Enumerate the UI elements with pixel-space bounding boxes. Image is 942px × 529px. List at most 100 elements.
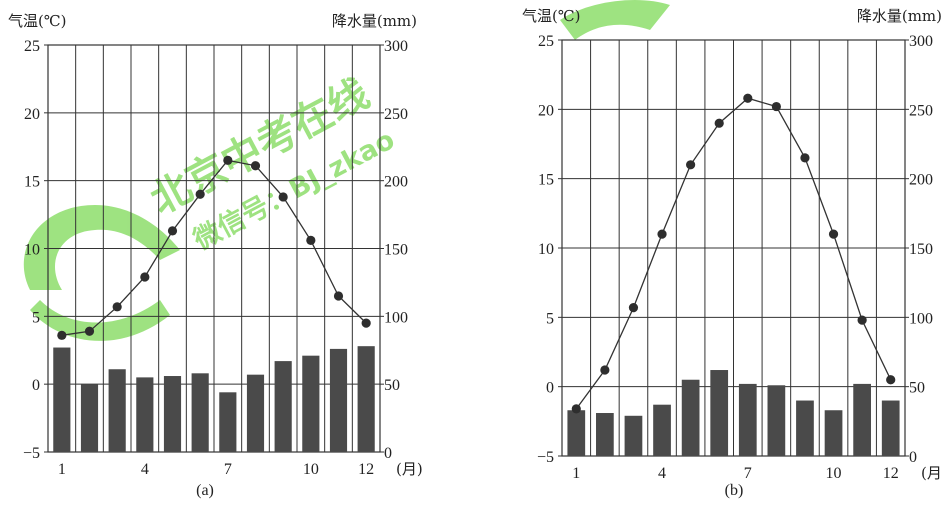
precip-bar [246, 374, 265, 452]
watermark-logo-tail [30, 300, 170, 341]
precip-bar [596, 413, 614, 456]
temperature-point [57, 330, 67, 340]
x-tick-label: 7 [224, 461, 232, 478]
temperature-point [112, 302, 122, 312]
precip-bar [53, 347, 71, 452]
precip-bar [881, 400, 900, 456]
precip-bar [653, 404, 671, 456]
precip-bar [796, 400, 814, 456]
watermark-logo-b [560, 0, 670, 40]
temperature-point [84, 326, 95, 336]
y-right-axis-title: 降水量(mm) [332, 12, 417, 30]
y-left-tick-label: 25 [538, 33, 554, 50]
temperature-point [686, 160, 696, 170]
temperature-point [800, 153, 810, 163]
precip-bar [824, 410, 843, 456]
x-tick-label: 10 [303, 461, 319, 478]
x-tick-label: 12 [883, 465, 899, 482]
precip-bar [767, 385, 786, 456]
watermark-logo [23, 205, 181, 290]
y-left-axis-title: 气温(℃) [8, 12, 66, 30]
y-left-axis-title: 气温(℃) [522, 7, 580, 25]
temperature-point [361, 318, 371, 328]
y-right-axis-title: 降水量(mm) [857, 7, 942, 25]
y-left-tick-label: −5 [537, 449, 554, 466]
precip-bar [219, 392, 237, 452]
temperature-line [575, 97, 892, 410]
y-right-tick-label: 200 [384, 174, 408, 191]
x-tick-label: 12 [358, 461, 374, 478]
x-unit-label: (月) [921, 464, 942, 482]
precip-bar [853, 383, 871, 456]
chart-caption: (a) [196, 482, 214, 499]
y-right-tick-label: 0 [384, 445, 392, 462]
y-left-tick-label: 20 [538, 102, 554, 119]
y-left-tick-label: 10 [538, 241, 554, 258]
y-right-tick-label: 250 [384, 106, 408, 123]
temperature-point [333, 291, 344, 301]
precip-bar [357, 346, 375, 452]
temperature-point [195, 189, 205, 199]
y-right-tick-label: 50 [384, 377, 400, 394]
precip-bar [624, 415, 643, 456]
temperature-point [828, 229, 839, 239]
watermark: 北京中考在线 微信号：BJ_zkao [23, 0, 670, 341]
x-tick-label: 4 [658, 465, 666, 482]
precip-bar [136, 377, 154, 452]
y-right-tick-label: 0 [909, 449, 917, 466]
temperature-point [167, 226, 178, 236]
y-left-tick-label: 20 [24, 106, 40, 123]
temperature-point [571, 404, 581, 414]
precip-bar [567, 410, 586, 456]
chart-caption: (b) [725, 482, 744, 499]
y-left-tick-label: 0 [32, 377, 40, 394]
y-left-tick-label: 15 [538, 172, 554, 189]
y-left-tick-label: 10 [24, 242, 40, 259]
y-left-tick-label: 0 [546, 380, 554, 397]
temperature-point [743, 93, 753, 103]
temperature-point [886, 375, 896, 385]
temperature-point [223, 155, 233, 165]
y-right-tick-label: 50 [909, 380, 925, 397]
temperature-point [857, 315, 867, 325]
precip-bar [108, 369, 126, 452]
precip-bar [191, 373, 209, 452]
precip-bar [710, 370, 729, 456]
y-left-tick-label: 5 [546, 310, 554, 327]
x-tick-label: 1 [572, 465, 580, 482]
temperature-point [714, 118, 724, 128]
temperature-point [250, 161, 261, 171]
y-right-tick-label: 300 [909, 33, 933, 50]
x-tick-label: 1 [58, 461, 66, 478]
y-right-tick-label: 250 [909, 102, 933, 119]
temperature-point [771, 101, 781, 112]
temperature-point [306, 235, 316, 245]
temperature-line [61, 159, 367, 336]
precip-bar [274, 361, 292, 452]
y-right-tick-label: 150 [909, 241, 933, 258]
y-left-tick-label: 5 [32, 309, 40, 326]
y-right-tick-label: 150 [384, 242, 408, 259]
y-left-tick-label: −5 [23, 445, 40, 462]
y-left-tick-label: 25 [24, 38, 40, 55]
x-tick-label: 7 [744, 465, 752, 482]
y-right-tick-label: 100 [384, 309, 408, 326]
y-right-tick-label: 300 [384, 38, 408, 55]
x-unit-label: (月) [396, 460, 423, 478]
temperature-point [657, 229, 667, 239]
precip-bar [329, 348, 348, 452]
y-left-tick-label: 15 [24, 174, 40, 191]
precip-bar [302, 355, 320, 452]
temperature-point [600, 365, 610, 375]
precip-bar [738, 383, 757, 456]
y-right-tick-label: 100 [909, 310, 933, 327]
temperature-point [628, 303, 639, 313]
x-tick-label: 10 [826, 465, 842, 482]
x-tick-label: 4 [141, 461, 149, 478]
precip-bar [163, 376, 182, 452]
temperature-point [278, 192, 288, 202]
precip-bar [681, 379, 700, 456]
chart-b: −505101520250501001502002503001471012(月)… [522, 7, 942, 499]
